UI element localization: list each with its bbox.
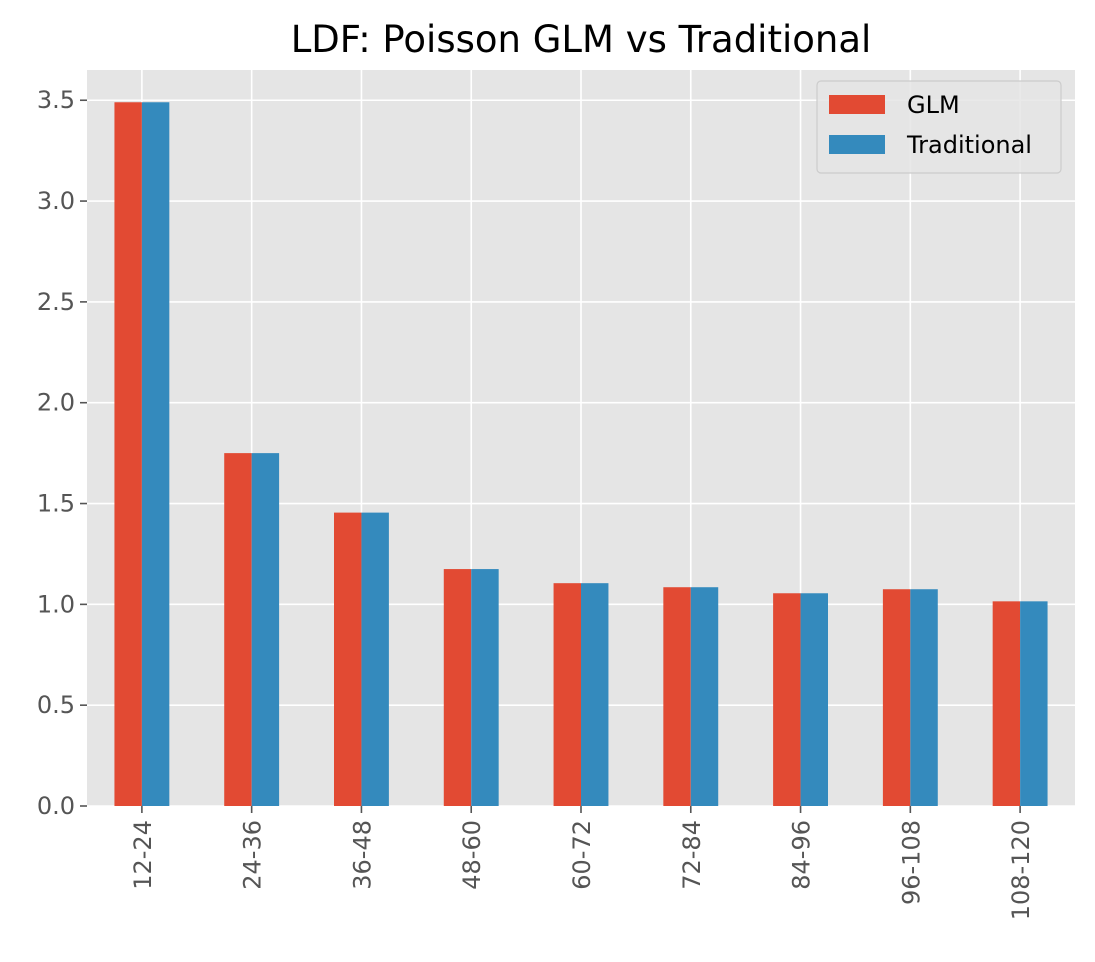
bar-glm-12-24 xyxy=(114,102,142,807)
x-axis: 12-24 24-36 36-48 48-60 60-72 72-84 84-96 96-10… xyxy=(129,806,1035,920)
bar-traditional-60-72 xyxy=(581,583,609,806)
bar-traditional-36-48 xyxy=(361,512,389,806)
bar-glm-24-36 xyxy=(224,453,252,806)
x-tick-label: 60-72 xyxy=(568,820,596,890)
bar-traditional-108-120 xyxy=(1020,601,1048,806)
bar-traditional-96-108 xyxy=(910,589,938,806)
bar-glm-108-120 xyxy=(992,601,1021,806)
bar-traditional-48-60 xyxy=(471,569,499,806)
y-tick-label: 2.5 xyxy=(37,288,75,316)
bar-glm-96-108 xyxy=(882,589,911,806)
x-tick-label: 12-24 xyxy=(129,820,157,890)
bar-glm-60-72 xyxy=(553,583,581,806)
bar-traditional-84-96 xyxy=(800,593,828,806)
y-tick-label: 3.5 xyxy=(37,86,75,114)
bar-glm-72-84 xyxy=(663,587,691,806)
bar-traditional-24-36 xyxy=(251,453,280,806)
legend-label-traditional: Traditional xyxy=(906,131,1032,159)
y-tick-label: 3.0 xyxy=(37,187,75,215)
legend-swatch-glm xyxy=(829,95,885,114)
x-tick-label: 36-48 xyxy=(348,820,376,890)
bar-glm-36-48 xyxy=(334,512,362,806)
y-tick-label: 0.5 xyxy=(37,691,75,719)
bar-glm-84-96 xyxy=(773,593,801,806)
bar-traditional-72-84 xyxy=(690,587,719,806)
x-tick-label: 108-120 xyxy=(1007,820,1035,920)
y-tick-label: 0.0 xyxy=(37,792,75,820)
y-tick-label: 1.0 xyxy=(37,590,75,618)
x-tick-label: 96-108 xyxy=(897,820,925,905)
x-tick-label: 84-96 xyxy=(788,820,816,890)
y-tick-label: 1.5 xyxy=(37,490,75,518)
legend-label-glm: GLM xyxy=(907,91,960,119)
legend: GLM Traditional xyxy=(816,80,1062,174)
chart-title: LDF: Poisson GLM vs Traditional xyxy=(291,18,872,61)
legend-swatch-traditional xyxy=(829,135,885,154)
x-tick-label: 72-84 xyxy=(678,820,706,890)
bar-traditional-12-24 xyxy=(141,102,170,807)
y-tick-label: 2.0 xyxy=(37,389,75,417)
bar-glm-48-60 xyxy=(443,569,472,806)
y-axis: 0.0 0.5 1.0 1.5 2.0 2.5 3.0 3.5 xyxy=(37,86,87,820)
bars xyxy=(114,102,1048,807)
x-tick-label: 24-36 xyxy=(239,820,267,890)
x-tick-label: 48-60 xyxy=(458,820,486,890)
